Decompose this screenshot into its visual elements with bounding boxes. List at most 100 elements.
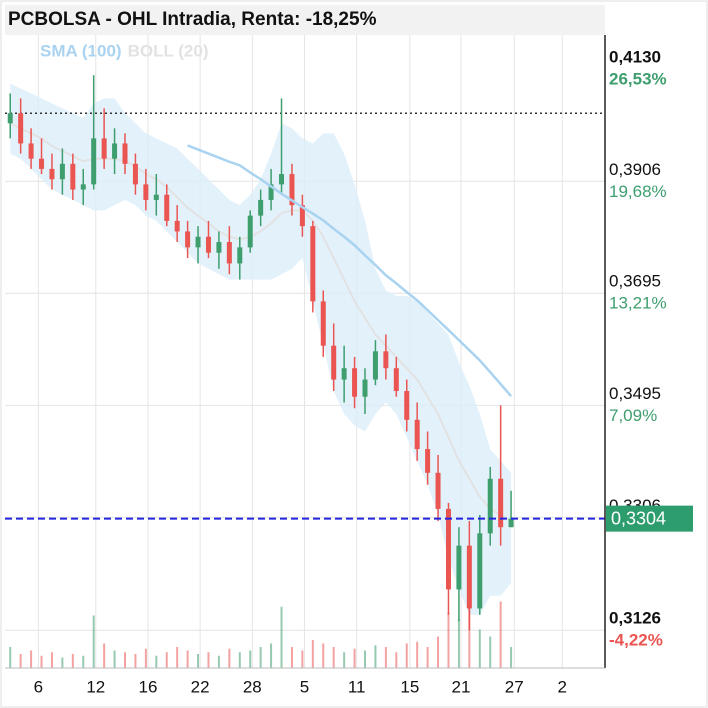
volume-bar [134, 654, 137, 668]
volume-bar [447, 612, 450, 668]
volume-bar [468, 598, 471, 668]
volume-bar [343, 652, 346, 668]
volume-bar [405, 643, 408, 668]
candle-body [299, 205, 305, 227]
candle-body [425, 449, 431, 473]
candle-body [456, 545, 462, 590]
legend-entry: SMA (100) [40, 41, 122, 60]
sma-line [187, 144, 513, 397]
volume-bar [9, 647, 12, 668]
y-tick-change: 26,53% [609, 69, 667, 88]
volume-bar [50, 652, 53, 668]
candle-body [466, 545, 472, 609]
volume-bar [259, 647, 262, 668]
volume-bar [144, 648, 147, 668]
candle-body [247, 215, 253, 248]
volume-bar [510, 647, 513, 668]
volume-bar [489, 636, 492, 668]
candle-body [445, 508, 451, 590]
x-tick-label: 11 [348, 677, 366, 696]
volume-bar [301, 650, 304, 668]
candle-body [216, 242, 222, 253]
x-tick-label: 12 [86, 677, 105, 696]
volume-bar [280, 606, 283, 668]
volume-bar [30, 650, 33, 668]
candle-body [174, 220, 180, 232]
y-tick-change: 19,68% [609, 182, 667, 201]
volume-bar [457, 619, 460, 668]
candle-body [477, 533, 483, 609]
volume-bar [395, 652, 398, 668]
current-price-box [606, 505, 693, 532]
y-tick-label: 0,3126 [609, 609, 661, 628]
volume-bar [155, 655, 158, 668]
volume-bar [113, 650, 116, 668]
x-tick-label: 28 [243, 677, 262, 696]
volume-bar [228, 648, 231, 668]
volume-bar [207, 652, 210, 668]
volume-bar [40, 655, 43, 668]
volume-bar [103, 643, 106, 668]
candle-body [268, 184, 274, 200]
candle-body [393, 368, 399, 391]
y-tick-label: 0,3906 [609, 160, 661, 179]
candle-body [153, 194, 159, 200]
candle-body [80, 184, 86, 190]
volume-bar [364, 650, 366, 668]
volume-bar [374, 645, 377, 668]
candle-body [195, 236, 201, 248]
candle-body [91, 138, 97, 185]
candle-body [310, 226, 316, 302]
volume-bar [61, 657, 64, 668]
volume-bar [92, 615, 95, 668]
volume-bar [353, 648, 356, 668]
candle-body [7, 113, 13, 124]
volume-bar [197, 654, 200, 668]
volume-bar [499, 601, 502, 668]
candle-body [372, 351, 378, 380]
candle-body [205, 236, 211, 253]
chart-title: PCBOLSA - OHL Intradia, Renta: -18,25% [8, 9, 377, 30]
candle-body [383, 351, 389, 369]
candle-body [59, 163, 65, 180]
candle-body [331, 345, 337, 380]
volume-bar [416, 641, 419, 668]
volume-bar [238, 652, 241, 668]
candle-body [70, 163, 76, 190]
title-bar [5, 5, 605, 35]
candle-body [122, 143, 128, 164]
volume-bar [311, 640, 314, 668]
volume-bar [322, 643, 325, 668]
candle-body [49, 168, 55, 180]
candle-body [362, 379, 368, 397]
y-tick-change: -4,22% [609, 631, 663, 650]
candle-body [414, 419, 420, 450]
volume-bar [270, 643, 273, 668]
candle-body [341, 368, 347, 380]
volume-bar [332, 647, 335, 668]
x-tick-label: 6 [34, 677, 43, 696]
volume-bar [176, 647, 179, 668]
volume-bar [217, 655, 220, 668]
candle-body [508, 518, 514, 528]
candle-body [132, 163, 138, 185]
candle-body [185, 231, 191, 248]
volume-bar [82, 655, 85, 668]
y-tick-label: 0,4130 [609, 47, 661, 66]
legend-entry: BOLL (20) [128, 41, 209, 60]
candle-body [279, 174, 285, 185]
candle-body [352, 368, 358, 397]
volume-bar [384, 647, 387, 668]
candle-body [101, 138, 107, 159]
volume-bar [426, 647, 429, 668]
x-tick-label: 15 [400, 677, 419, 696]
candle-body [143, 184, 149, 200]
volume-bar [478, 629, 481, 668]
y-tick-label: 0,3695 [609, 272, 661, 291]
volume-bar [437, 636, 440, 668]
candle-body [164, 194, 170, 221]
current-price-label: 0,3304 [611, 508, 666, 528]
x-tick-label: 27 [505, 677, 524, 696]
